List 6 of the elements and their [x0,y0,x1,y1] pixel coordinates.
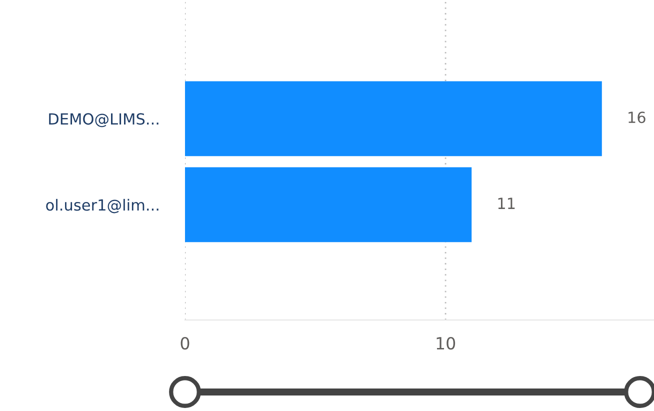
x-tick-label: 0 [180,336,190,350]
data-label: 16 [628,112,646,124]
y-tick-label: ol.user1@lim... [46,198,158,214]
x-tick-label: 10 [436,336,456,350]
y-tick-label: DEMO@LIMS... [49,113,158,128]
data-label: 11 [498,198,515,209]
